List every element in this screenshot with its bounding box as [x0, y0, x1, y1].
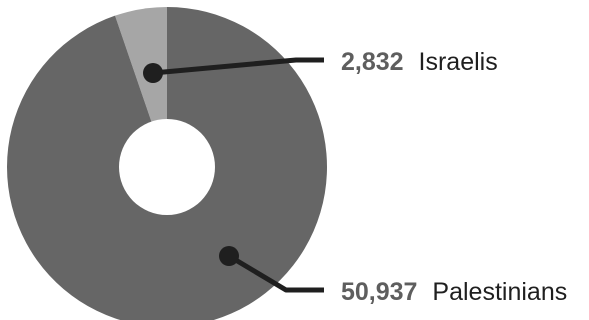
label-palestinians: 50,937 Palestinians [341, 278, 567, 306]
leader-line-israelis [152, 57, 324, 76]
label-israelis: 2,832 Israelis [341, 48, 498, 76]
palestinians-value: 50,937 [341, 278, 417, 306]
leader-lines [143, 57, 324, 293]
israelis-name: Israelis [419, 48, 498, 76]
donut-hole [119, 119, 215, 215]
leader-dot-israelis [143, 63, 163, 83]
slice-labels: 2,832 Israelis 50,937 Palestinians [341, 48, 567, 306]
israelis-value: 2,832 [341, 48, 404, 76]
leader-line-palestinians [227, 253, 324, 293]
palestinians-name: Palestinians [432, 278, 567, 306]
leader-dot-palestinians [219, 246, 239, 266]
